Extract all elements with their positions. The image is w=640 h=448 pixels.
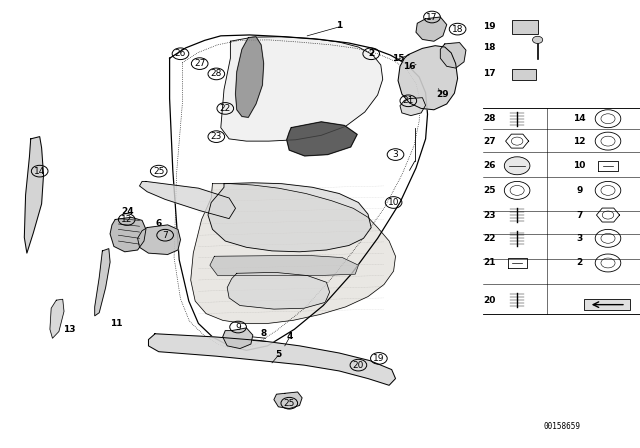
- Text: 5: 5: [275, 350, 282, 359]
- Bar: [584, 299, 630, 310]
- Text: 26: 26: [175, 49, 186, 58]
- Text: 6: 6: [156, 219, 162, 228]
- Text: 21: 21: [483, 258, 496, 267]
- Polygon shape: [236, 37, 264, 117]
- Polygon shape: [398, 46, 458, 110]
- Circle shape: [532, 36, 543, 43]
- Text: 18: 18: [452, 25, 463, 34]
- Text: 25: 25: [483, 186, 496, 195]
- Text: 1: 1: [336, 22, 342, 30]
- Text: 23: 23: [483, 211, 496, 220]
- Polygon shape: [416, 17, 447, 41]
- Text: 22: 22: [483, 234, 496, 243]
- Polygon shape: [221, 37, 383, 141]
- Text: 24: 24: [122, 207, 134, 216]
- Polygon shape: [227, 272, 330, 309]
- Text: 4: 4: [286, 332, 292, 341]
- Text: 12: 12: [573, 137, 586, 146]
- Text: 26: 26: [483, 161, 496, 170]
- Text: 3: 3: [576, 234, 582, 243]
- Polygon shape: [148, 334, 396, 385]
- Text: 00158659: 00158659: [543, 422, 580, 431]
- Text: 25: 25: [284, 399, 295, 408]
- Text: 2: 2: [368, 49, 374, 58]
- Text: 16: 16: [403, 62, 416, 71]
- Text: 29: 29: [436, 90, 449, 99]
- Text: 15: 15: [392, 54, 404, 63]
- Text: 23: 23: [211, 132, 222, 141]
- Polygon shape: [191, 184, 396, 323]
- Polygon shape: [138, 225, 180, 254]
- Circle shape: [504, 157, 530, 175]
- Text: 19: 19: [483, 22, 496, 31]
- Text: 12: 12: [121, 215, 132, 224]
- Text: 20: 20: [353, 361, 364, 370]
- Text: 14: 14: [573, 114, 586, 123]
- Text: 9: 9: [236, 323, 241, 332]
- Polygon shape: [400, 98, 426, 116]
- Text: 25: 25: [153, 167, 164, 176]
- Text: 10: 10: [573, 161, 586, 170]
- Text: 8: 8: [260, 329, 267, 338]
- Bar: [512, 69, 536, 80]
- Text: 21: 21: [403, 96, 414, 105]
- Text: 27: 27: [483, 137, 496, 146]
- Text: 22: 22: [220, 104, 231, 113]
- Text: 19: 19: [373, 354, 385, 363]
- Text: 27: 27: [194, 59, 205, 68]
- Text: 10: 10: [388, 198, 399, 207]
- Text: 14: 14: [34, 167, 45, 176]
- Text: 20: 20: [483, 296, 496, 305]
- Text: 11: 11: [110, 319, 123, 328]
- Polygon shape: [110, 217, 146, 252]
- Text: 28: 28: [483, 114, 496, 123]
- Polygon shape: [24, 137, 44, 253]
- Text: 7: 7: [576, 211, 582, 220]
- Bar: [512, 20, 538, 34]
- Polygon shape: [208, 183, 371, 252]
- Polygon shape: [95, 249, 110, 316]
- Polygon shape: [210, 255, 358, 276]
- Text: 28: 28: [211, 69, 222, 78]
- Text: 17: 17: [483, 69, 496, 78]
- Polygon shape: [223, 328, 253, 349]
- Polygon shape: [140, 181, 236, 219]
- Text: 3: 3: [393, 150, 398, 159]
- Polygon shape: [274, 392, 302, 409]
- Polygon shape: [440, 43, 466, 68]
- Text: 2: 2: [576, 258, 582, 267]
- Polygon shape: [50, 299, 64, 338]
- Text: 13: 13: [63, 325, 76, 334]
- Polygon shape: [287, 122, 357, 156]
- Text: 7: 7: [163, 231, 168, 240]
- Text: 2: 2: [369, 49, 374, 58]
- Text: 9: 9: [576, 186, 582, 195]
- Text: 18: 18: [483, 43, 496, 52]
- Text: 17: 17: [426, 13, 438, 22]
